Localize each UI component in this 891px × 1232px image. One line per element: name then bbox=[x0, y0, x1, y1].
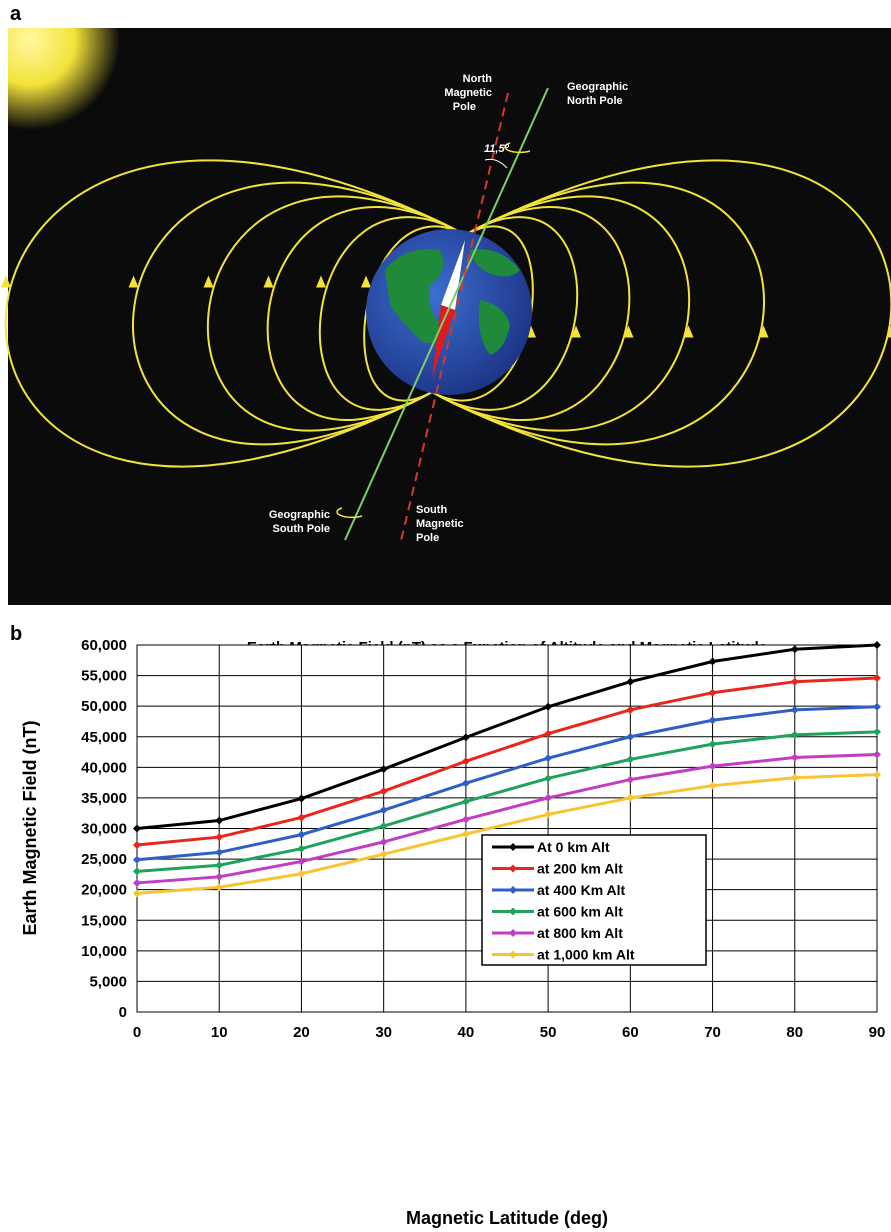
y-tick-label: 15,000 bbox=[81, 912, 127, 929]
legend-label: at 400 Km Alt bbox=[537, 882, 626, 898]
x-tick-label: 80 bbox=[786, 1024, 803, 1041]
x-tick-label: 0 bbox=[133, 1024, 141, 1041]
label-line: Magnetic bbox=[444, 87, 492, 99]
y-tick-label: 55,000 bbox=[81, 668, 127, 685]
y-tick-label: 30,000 bbox=[81, 821, 127, 838]
y-tick-label: 60,000 bbox=[81, 637, 127, 654]
label-line: North Pole bbox=[567, 95, 623, 107]
label-line: Pole bbox=[453, 101, 476, 113]
label-line: Geographic bbox=[269, 509, 330, 521]
x-tick-label: 40 bbox=[458, 1024, 475, 1041]
x-tick-label: 50 bbox=[540, 1024, 557, 1041]
y-tick-label: 0 bbox=[119, 1004, 127, 1021]
sun bbox=[8, 28, 128, 138]
label-line: North bbox=[463, 73, 493, 85]
legend-label: at 800 km Alt bbox=[537, 925, 623, 941]
y-tick-label: 5,000 bbox=[89, 973, 127, 990]
legend-label: at 200 km Alt bbox=[537, 861, 623, 877]
x-tick-label: 20 bbox=[293, 1024, 310, 1041]
x-tick-label: 30 bbox=[375, 1024, 392, 1041]
x-tick-label: 10 bbox=[211, 1024, 228, 1041]
plot: 0 5,000 10,000 15,000 20,000 25,000 30,000 35,0… bbox=[81, 637, 885, 1041]
field-illustration: North Magnetic Pole Geographic North Pol… bbox=[1, 28, 891, 605]
label-line: South bbox=[416, 504, 447, 516]
label-line: Geographic bbox=[567, 81, 628, 93]
x-axis-title: Magnetic Latitude (deg) bbox=[406, 1208, 608, 1228]
angle-label: 11,5º bbox=[484, 143, 510, 155]
panel-label: b bbox=[10, 623, 22, 645]
legend-label: at 1,000 km Alt bbox=[537, 947, 635, 963]
label-line: South Pole bbox=[273, 523, 330, 535]
y-tick-label: 10,000 bbox=[81, 943, 127, 960]
x-tick-label: 70 bbox=[704, 1024, 721, 1041]
x-tick-label: 90 bbox=[869, 1024, 886, 1041]
x-tick-label: 60 bbox=[622, 1024, 639, 1041]
y-tick-label: 25,000 bbox=[81, 851, 127, 868]
panel-label: a bbox=[10, 3, 22, 25]
y-tick-label: 50,000 bbox=[81, 698, 127, 715]
figure: a North Magnetic Pole Geographic North P… bbox=[0, 0, 891, 1232]
label-line: Pole bbox=[416, 532, 439, 544]
y-axis-title: Earth Magnetic Field (nT) bbox=[20, 720, 40, 935]
y-tick-label: 40,000 bbox=[81, 759, 127, 776]
legend-label: At 0 km Alt bbox=[537, 839, 610, 855]
y-tick-label: 45,000 bbox=[81, 729, 127, 746]
label-line: Magnetic bbox=[416, 518, 464, 530]
legend-label: at 600 km Alt bbox=[537, 904, 623, 920]
y-tick-label: 35,000 bbox=[81, 790, 127, 807]
y-tick-label: 20,000 bbox=[81, 882, 127, 899]
